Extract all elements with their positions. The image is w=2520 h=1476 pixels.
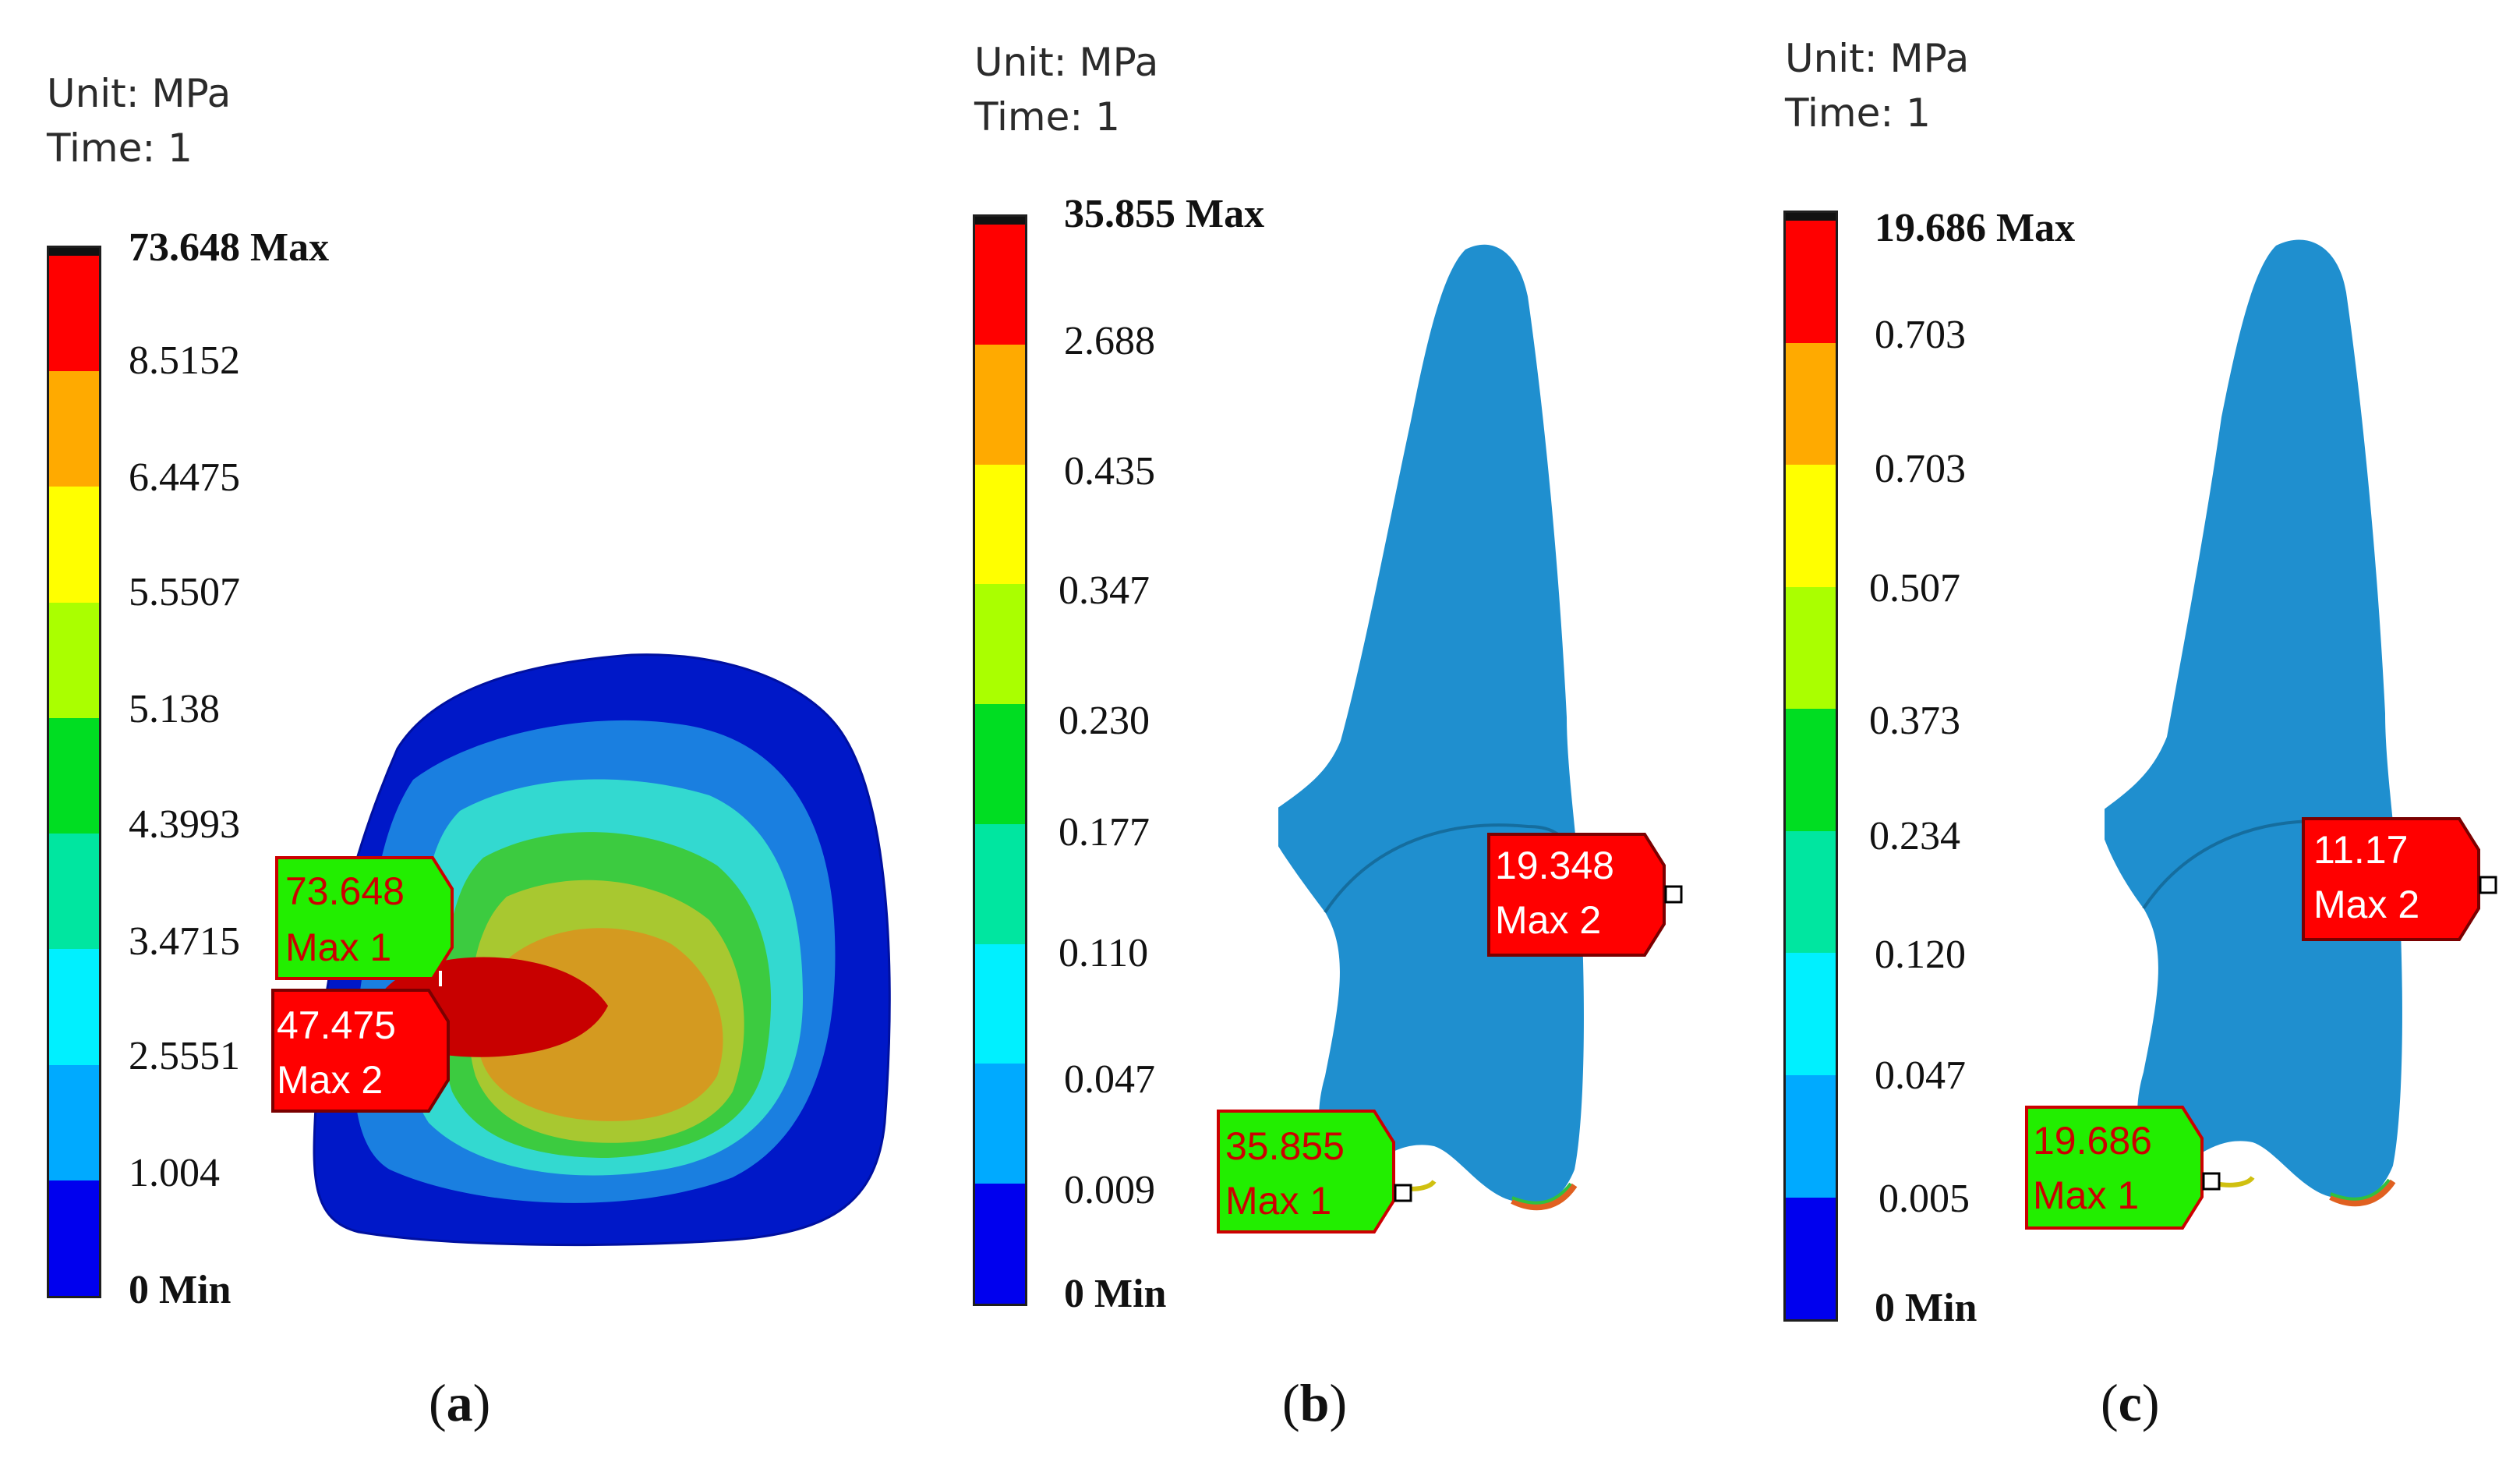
probe-name: Max 2	[277, 1058, 383, 1102]
legend-band	[975, 344, 1025, 465]
legend-tick-label: 0.009	[1064, 1168, 1155, 1212]
legend-band	[975, 1184, 1025, 1304]
legend-tick-label: 2.688	[1064, 319, 1155, 363]
legend-tick-label: 3.4715	[129, 919, 240, 964]
time-label: Time: 1	[974, 94, 1120, 140]
probe-name: Max 1	[1225, 1179, 1332, 1223]
probe-value: 11.17	[2313, 828, 2409, 872]
tooth-body	[1278, 244, 1584, 1209]
legend-band	[975, 464, 1025, 585]
time-label: Time: 1	[1785, 90, 1931, 136]
legend-band	[975, 1064, 1025, 1184]
legend-tick-label: 0.230	[1059, 699, 1150, 743]
panel-c: Unit: MPa Time: 1 19.686 Max 0.703 0.703…	[1746, 0, 2520, 1476]
legend-band	[49, 256, 99, 372]
legend-band	[975, 704, 1025, 824]
probe-name: Max 1	[2033, 1173, 2140, 1217]
legend-tick-label: 5.5507	[129, 570, 240, 614]
legend-band	[1786, 830, 1836, 954]
unit-label: Unit: MPa	[974, 40, 1159, 85]
probe-max-2-tag	[2302, 817, 2497, 941]
panel-caption: (b)	[1282, 1373, 1348, 1432]
probe-name: Max 2	[1495, 898, 1602, 942]
legend-band	[975, 823, 1025, 944]
legend-tick-label: 0.703	[1875, 447, 1966, 491]
tooth-crown-stress-map	[313, 653, 891, 1247]
probe-value: 47.475	[277, 1003, 396, 1047]
probe-value: 35.855	[1225, 1124, 1345, 1168]
legend-band	[49, 487, 99, 603]
legend-tick-label: 0.435	[1064, 449, 1155, 494]
legend-tick-label: 0.177	[1059, 810, 1150, 855]
legend-max-label: 19.686 Max	[1875, 206, 2076, 250]
legend-band	[1786, 342, 1836, 465]
legend-tick-label: 0.005	[1879, 1177, 1970, 1221]
legend-band	[49, 717, 99, 834]
legend-tick-label: 0.703	[1875, 313, 1966, 357]
legend-tick-label: 5.138	[129, 687, 220, 731]
legend-tick-label: 2.5551	[129, 1034, 240, 1078]
panel-a: Unit: MPa Time: 1 73.648 Max 8.5152 6.44…	[0, 0, 904, 1476]
legend-min-label: 0 Min	[1064, 1272, 1167, 1316]
color-legend-bar	[47, 246, 101, 1298]
legend-tick-label: 0.047	[1875, 1053, 1966, 1098]
legend-tick-label: 1.004	[129, 1151, 220, 1195]
legend-max-label: 35.855 Max	[1064, 192, 1265, 236]
legend-band	[49, 1180, 99, 1296]
panel-caption: (c)	[2101, 1373, 2160, 1432]
tooth-body	[2105, 239, 2402, 1205]
legend-band	[975, 943, 1025, 1064]
legend-band	[1786, 709, 1836, 831]
unit-label: Unit: MPa	[47, 71, 232, 116]
legend-band	[1786, 586, 1836, 710]
legend-max-label: 73.648 Max	[129, 225, 330, 270]
probe-value: 19.686	[2033, 1119, 2152, 1163]
panel-caption: (a)	[429, 1373, 491, 1432]
legend-band	[49, 834, 99, 950]
legend-tick-label: 0.507	[1869, 566, 1960, 611]
legend-min-label: 0 Min	[1875, 1286, 1977, 1330]
probe-max-2-tag	[1487, 833, 1683, 957]
legend-tick-label: 0.234	[1869, 814, 1960, 858]
legend-tick-label: 4.3993	[129, 802, 240, 847]
probe-value: 73.648	[285, 869, 405, 913]
legend-tick-label: 0.347	[1059, 568, 1150, 613]
panel-b: Unit: MPa Time: 1 35.855 Max 2.688 0.435…	[904, 0, 1746, 1476]
legend-band	[1786, 953, 1836, 1075]
legend-tick-label: 6.4475	[129, 455, 240, 500]
probe-max-2-tag	[271, 989, 450, 1113]
legend-tick-label: 0.047	[1064, 1057, 1155, 1102]
legend-band	[1786, 1074, 1836, 1198]
legend-tick-label: 0.120	[1875, 933, 1966, 977]
tooth-root-model	[2105, 239, 2402, 1207]
legend-tick-label: 0.110	[1059, 931, 1149, 975]
legend-band	[49, 371, 99, 487]
legend-tick-label: 0.373	[1869, 699, 1960, 743]
legend-band	[1786, 1197, 1836, 1320]
legend-band	[1786, 221, 1836, 343]
probe-name: Max 2	[2313, 883, 2420, 926]
probe-max-1-tag	[275, 856, 454, 986]
color-legend-bar	[1783, 211, 1838, 1322]
legend-band	[49, 949, 99, 1065]
legend-band	[975, 584, 1025, 705]
time-label: Time: 1	[47, 126, 193, 171]
unit-label: Unit: MPa	[1785, 36, 1970, 81]
color-legend-bar	[973, 214, 1027, 1306]
probe-name: Max 1	[285, 926, 392, 969]
legend-min-label: 0 Min	[129, 1268, 232, 1312]
tooth-root-model	[1278, 244, 1584, 1211]
legend-band	[1786, 465, 1836, 587]
probe-max-1-tag	[1217, 1110, 1412, 1234]
legend-band	[975, 225, 1025, 345]
probe-value: 19.348	[1495, 844, 1614, 887]
probe-max-1-tag	[2025, 1106, 2221, 1230]
legend-tick-label: 8.5152	[129, 338, 240, 383]
legend-band	[49, 602, 99, 718]
legend-band	[49, 1064, 99, 1180]
